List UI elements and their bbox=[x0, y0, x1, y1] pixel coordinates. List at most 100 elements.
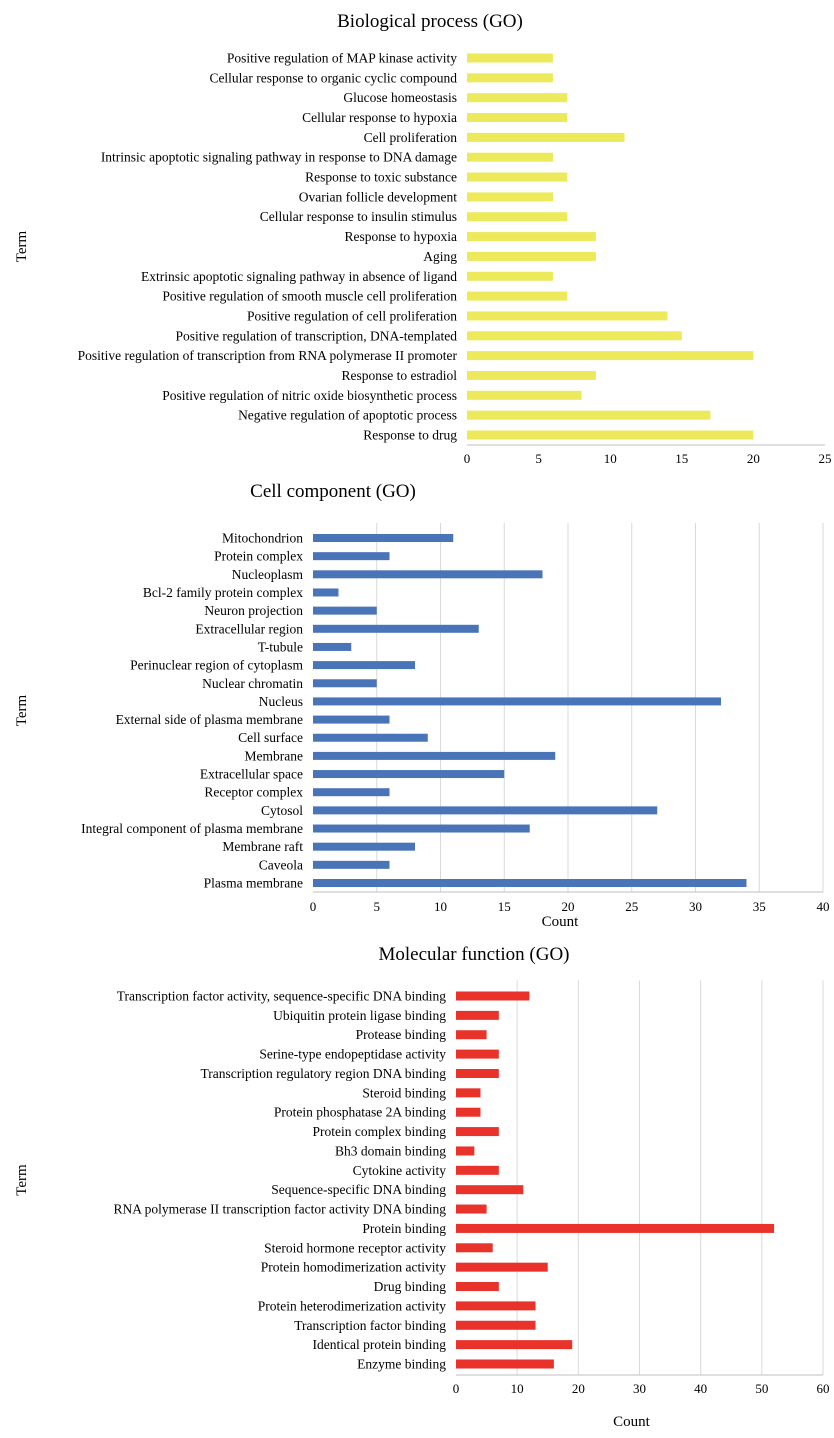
category-label: Cellular response to insulin stimulus bbox=[260, 209, 457, 224]
category-label: RNA polymerase II transcription factor a… bbox=[113, 1202, 446, 1217]
x-tick-label: 5 bbox=[374, 899, 381, 914]
category-label: Negative regulation of apoptotic process bbox=[238, 408, 457, 423]
category-label: Enzyme binding bbox=[357, 1357, 446, 1372]
category-label: Cytosol bbox=[261, 803, 303, 818]
bar bbox=[313, 879, 747, 887]
y-axis-label: Term bbox=[14, 230, 30, 262]
x-tick-label: 20 bbox=[747, 451, 760, 466]
bar bbox=[467, 192, 553, 202]
category-label: Intrinsic apoptotic signaling pathway in… bbox=[101, 150, 457, 165]
x-tick-label: 30 bbox=[633, 1381, 646, 1396]
bar bbox=[456, 1107, 481, 1117]
x-tick-label: 0 bbox=[464, 451, 471, 466]
bar bbox=[313, 588, 339, 597]
x-tick-label: 15 bbox=[675, 451, 688, 466]
bar bbox=[456, 1243, 493, 1253]
x-tick-label: 10 bbox=[511, 1381, 524, 1396]
x-tick-label: 40 bbox=[817, 899, 830, 914]
category-label: Caveola bbox=[259, 857, 303, 872]
category-label: Nucleoplasm bbox=[232, 567, 304, 582]
category-label: Neuron projection bbox=[204, 603, 303, 618]
category-label: Plasma membrane bbox=[204, 876, 303, 891]
bar bbox=[456, 1223, 775, 1233]
bar bbox=[467, 132, 625, 142]
bar bbox=[456, 1340, 573, 1350]
chart-title: Cell component (GO) bbox=[250, 481, 416, 502]
x-tick-label: 5 bbox=[535, 451, 542, 466]
category-label: Steroid binding bbox=[362, 1085, 446, 1100]
bar bbox=[467, 232, 596, 242]
bar bbox=[456, 1165, 499, 1175]
chart-biological-process: Biological process (GO) Term Positive regu… bbox=[0, 0, 834, 468]
category-label: Protein homodimerization activity bbox=[261, 1260, 446, 1275]
category-label: Transcription regulatory region DNA bind… bbox=[201, 1066, 447, 1081]
chart-molecular-function: Molecular function (GO) Term Transcription… bbox=[0, 938, 834, 1438]
category-label: Response to estradiol bbox=[342, 368, 458, 383]
bar bbox=[467, 331, 682, 341]
category-label: Cell surface bbox=[238, 730, 303, 745]
bar bbox=[313, 697, 721, 706]
category-label: Positive regulation of cell proliferatio… bbox=[247, 308, 457, 323]
category-label: Positive regulation of nitric oxide bios… bbox=[162, 388, 457, 403]
category-label: T-tubule bbox=[258, 639, 303, 654]
x-tick-label: 15 bbox=[498, 899, 511, 914]
x-tick-label: 0 bbox=[453, 1381, 460, 1396]
bar bbox=[456, 1068, 499, 1078]
chart-title: Molecular function (GO) bbox=[379, 944, 570, 965]
bar bbox=[313, 570, 543, 579]
bar bbox=[467, 212, 568, 222]
bar bbox=[467, 172, 568, 182]
bar bbox=[456, 1088, 481, 1098]
x-tick-label: 30 bbox=[689, 899, 702, 914]
bar bbox=[313, 770, 505, 779]
x-tick-label: 60 bbox=[817, 1381, 830, 1396]
bar bbox=[456, 1320, 536, 1330]
bar bbox=[456, 991, 530, 1001]
category-label: Serine-type endopeptidase activity bbox=[259, 1047, 446, 1062]
bar bbox=[467, 93, 568, 103]
x-tick-label: 35 bbox=[753, 899, 766, 914]
bar bbox=[467, 251, 596, 261]
bar bbox=[456, 1030, 487, 1040]
bar bbox=[456, 1185, 524, 1195]
x-tick-label: 20 bbox=[572, 1381, 585, 1396]
category-label: Receptor complex bbox=[204, 785, 303, 800]
bar bbox=[313, 606, 377, 615]
bar bbox=[313, 733, 428, 742]
x-tick-label: 40 bbox=[694, 1381, 707, 1396]
category-label: External side of plasma membrane bbox=[116, 712, 303, 727]
bar bbox=[467, 430, 754, 440]
x-tick-label: 10 bbox=[604, 451, 617, 466]
bar bbox=[313, 824, 530, 833]
x-tick-label: 25 bbox=[625, 899, 638, 914]
category-label: Cellular response to hypoxia bbox=[302, 110, 457, 125]
bar bbox=[467, 390, 582, 400]
bar bbox=[456, 1146, 475, 1156]
chart-title: Biological process (GO) bbox=[337, 11, 523, 32]
bar bbox=[467, 113, 568, 123]
category-label: Positive regulation of smooth muscle cel… bbox=[162, 289, 457, 304]
y-axis-label: Term bbox=[14, 1164, 30, 1196]
category-label: Response to hypoxia bbox=[345, 229, 458, 244]
category-label: Membrane bbox=[245, 748, 303, 763]
category-label: Protein heterodimerization activity bbox=[258, 1298, 446, 1313]
chart-cell-component: Cell component (GO) Term Mitochondrion Prot… bbox=[0, 468, 834, 938]
bar bbox=[467, 73, 553, 83]
bar bbox=[313, 642, 352, 651]
bar bbox=[456, 1049, 499, 1059]
category-label: Extracellular space bbox=[200, 767, 303, 782]
category-label: Cell proliferation bbox=[364, 130, 458, 145]
x-tick-label: 25 bbox=[819, 451, 832, 466]
bar bbox=[456, 1359, 554, 1369]
category-label: Glucose homeostasis bbox=[343, 90, 457, 105]
category-label: Integral component of plasma membrane bbox=[81, 821, 303, 836]
bar bbox=[467, 271, 553, 281]
bar bbox=[313, 806, 658, 815]
category-label: Protein complex bbox=[214, 549, 303, 564]
category-label: Bcl-2 family protein complex bbox=[143, 585, 303, 600]
category-label: Ubiquitin protein ligase binding bbox=[273, 1008, 446, 1023]
category-label: Cytokine activity bbox=[353, 1163, 447, 1178]
category-label: Identical protein binding bbox=[313, 1337, 447, 1352]
bar bbox=[313, 624, 479, 633]
category-label: Transcription factor binding bbox=[294, 1318, 446, 1333]
